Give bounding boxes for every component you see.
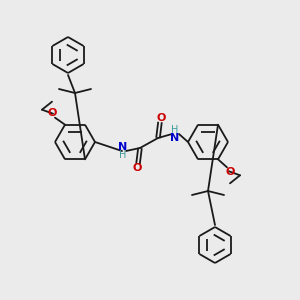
Text: H: H — [119, 150, 127, 160]
Text: N: N — [118, 142, 127, 152]
Text: O: O — [47, 108, 57, 118]
Text: H: H — [171, 125, 179, 135]
Text: O: O — [132, 163, 142, 173]
Text: O: O — [225, 167, 235, 177]
Text: O: O — [156, 113, 166, 123]
Text: N: N — [170, 133, 180, 143]
